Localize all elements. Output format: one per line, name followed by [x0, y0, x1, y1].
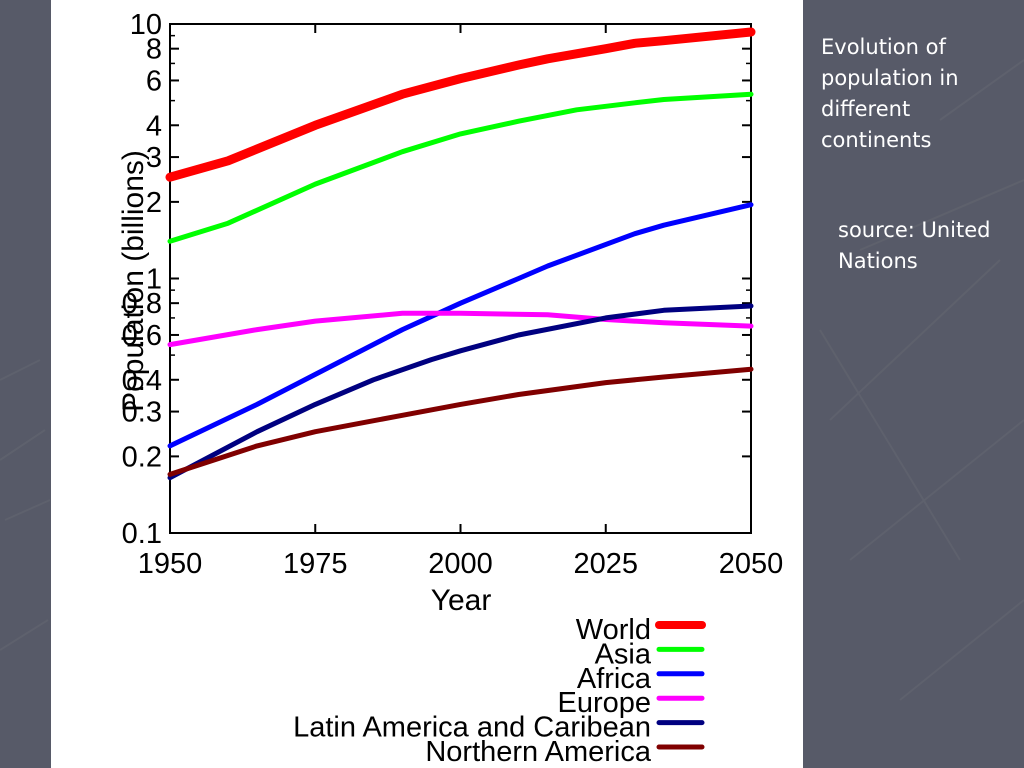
y-tick-label: 0.1 — [122, 518, 162, 550]
slide-note-source: source: United Nations — [838, 218, 991, 273]
y-tick-label: 0.2 — [122, 441, 162, 473]
x-axis-ticks: 1950 1975 2000 2025 2050 — [138, 24, 784, 580]
legend-label: Asia — [595, 638, 652, 670]
y-tick-label: 0.6 — [122, 320, 162, 352]
y-tick-label: 10 — [130, 9, 162, 41]
x-tick-label: 1975 — [283, 548, 348, 580]
x-tick-label: 2000 — [428, 548, 493, 580]
x-tick-label: 2025 — [573, 548, 638, 580]
legend-label: Northern America — [425, 736, 652, 768]
series-line — [167, 303, 754, 481]
legend-label: Europe — [557, 687, 651, 719]
y-tick-label: 3 — [146, 142, 162, 174]
x-tick-label: 1950 — [138, 548, 203, 580]
y-tick-label: 0.3 — [122, 397, 162, 429]
y-tick-label: 6 — [146, 65, 162, 97]
y-tick-label: 4 — [146, 110, 162, 142]
y-tick-label: 1 — [146, 264, 162, 296]
legend-label: Latin America and Caribean — [293, 712, 651, 744]
series-line — [165, 27, 756, 182]
series-line — [167, 202, 754, 449]
series-line — [167, 91, 754, 244]
slide-note-title: Evolution of population in different con… — [821, 35, 959, 152]
y-tick-label: 0.8 — [122, 288, 162, 320]
y-axis-label: Population (billions) — [117, 150, 150, 412]
y-tick-label: 8 — [146, 34, 162, 66]
series-line — [167, 310, 754, 348]
legend-label: World — [576, 614, 651, 646]
chart-panel: 0.1 0.2 0.3 0.4 0.6 0.8 1 2 3 4 6 8 10 1950 1975 2000 2… — [51, 0, 803, 768]
y-tick-label: 0.4 — [122, 365, 162, 397]
x-tick-label: 2050 — [719, 548, 784, 580]
legend-label: Africa — [577, 663, 652, 695]
x-axis-label: Year — [431, 584, 492, 617]
series-line — [167, 366, 754, 477]
series-lines — [165, 27, 756, 481]
y-tick-label: 2 — [146, 187, 162, 219]
